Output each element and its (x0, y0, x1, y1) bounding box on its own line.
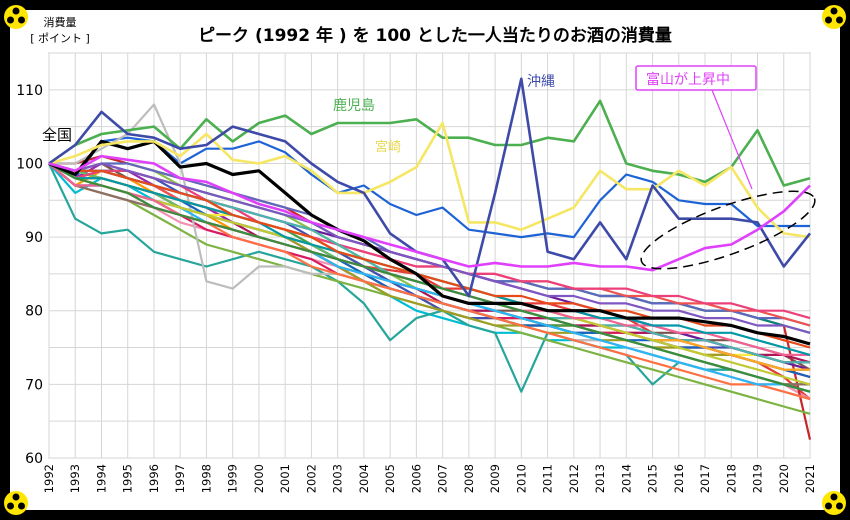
y-ticks: 60 70 80 90 100 110 (16, 83, 43, 467)
y-axis-label-1: 消費量 (44, 15, 77, 29)
chart-title: ピーク (1992 年 ) を 100 とした一人当たりのお酒の消費量 (198, 25, 672, 46)
annotation-okinawa: 沖縄 (527, 74, 555, 90)
x-tick-label: 1998 (199, 464, 213, 493)
series-line-全国 (48, 139, 811, 346)
x-tick-label: 1993 (68, 464, 82, 493)
y-tick-label: 80 (25, 304, 43, 320)
annotation-toyama-pointer (711, 89, 753, 190)
annotation-toyama: 富山が上昇中 (646, 71, 730, 88)
x-tick-label: 2021 (803, 464, 817, 493)
y-tick-label: 60 (25, 451, 43, 467)
x-tick-label: 2007 (436, 464, 450, 493)
x-tick-label: 2003 (331, 464, 345, 493)
x-tick-label: 2014 (619, 464, 633, 493)
x-tick-label: 2017 (698, 464, 712, 493)
x-tick-label: 1995 (121, 464, 135, 493)
x-tick-label: 2000 (252, 464, 266, 493)
x-tick-label: 2018 (724, 464, 738, 493)
x-tick-label: 2020 (777, 464, 791, 493)
annotation-kagoshima: 鹿児島 (333, 97, 375, 114)
annotation-national: 全国 (42, 126, 72, 144)
y-tick-label: 110 (16, 83, 43, 99)
x-tick-label: 2011 (541, 464, 555, 493)
x-tick-label: 2005 (383, 464, 397, 493)
y-tick-label: 100 (16, 156, 43, 172)
annotation-toyama-ellipse (640, 190, 816, 270)
x-tick-label: 1997 (173, 464, 187, 493)
x-tick-label: 1996 (147, 464, 161, 493)
y-tick-label: 90 (25, 230, 43, 246)
y-tick-label: 70 (25, 377, 43, 393)
x-tick-label: 2008 (462, 464, 476, 493)
x-tick-label: 1994 (94, 464, 108, 493)
x-tick-label: 2006 (409, 464, 423, 493)
series-line-鹿児島 (48, 99, 811, 187)
x-tick-label: 2012 (567, 464, 581, 493)
series-group (48, 77, 812, 440)
corner-badge-bottom-left (4, 491, 28, 515)
x-tick-label: 2004 (357, 464, 371, 493)
x-tick-label: 1992 (42, 464, 56, 493)
corner-badge-top-left (4, 5, 28, 29)
y-axis-label-2: [ ポイント ] (30, 32, 90, 45)
annotation-miyazaki: 宮崎 (375, 139, 401, 155)
x-tick-label: 2013 (593, 464, 607, 493)
series-line-東京 (48, 136, 810, 239)
x-tick-label: 2001 (278, 464, 292, 493)
x-tick-label: 2015 (646, 464, 660, 493)
corner-badge-bottom-right (822, 491, 846, 515)
x-tick-label: 1999 (226, 464, 240, 493)
x-tick-label: 2002 (304, 464, 318, 493)
series-line-富山 (48, 154, 811, 272)
x-tick-label: 2016 (672, 464, 686, 493)
x-tick-label: 2019 (751, 464, 765, 493)
corner-badge-top-right (822, 5, 846, 29)
x-tick-label: 2010 (514, 464, 528, 493)
annotation-toyama-box (635, 65, 757, 91)
x-ticks: 1992 1993 1994 1995 1996 1997 1998 1999 2000 2001… (42, 464, 817, 493)
series-line-県AE (48, 162, 811, 334)
grid (48, 52, 811, 459)
series-line-宮崎 (48, 121, 811, 239)
x-tick-label: 2009 (488, 464, 502, 493)
